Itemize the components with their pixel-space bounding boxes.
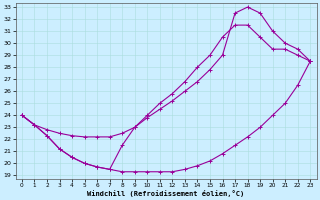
X-axis label: Windchill (Refroidissement éolien,°C): Windchill (Refroidissement éolien,°C) <box>87 190 245 197</box>
